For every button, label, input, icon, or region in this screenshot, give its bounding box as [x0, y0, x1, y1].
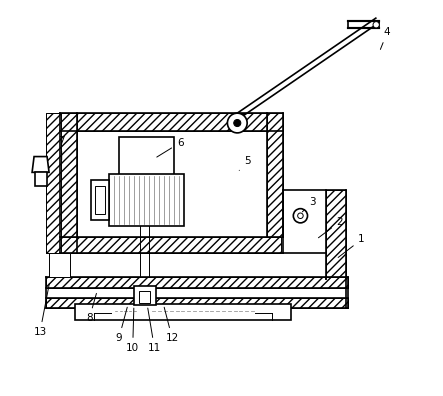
Circle shape [298, 213, 303, 219]
Bar [46, 298, 348, 308]
Bar [46, 113, 62, 253]
Bar [267, 113, 283, 238]
Text: 12: 12 [164, 307, 179, 343]
Bar [119, 137, 174, 176]
Bar [326, 190, 346, 279]
Bar [35, 172, 47, 186]
Bar [49, 253, 70, 277]
Circle shape [227, 113, 247, 133]
Text: 2: 2 [319, 217, 343, 238]
Bar [60, 113, 281, 131]
Text: 7: 7 [58, 136, 65, 160]
Text: 1: 1 [338, 234, 365, 257]
Text: 13: 13 [33, 284, 49, 337]
Circle shape [293, 209, 307, 223]
Bar [95, 186, 105, 214]
Text: 4: 4 [381, 27, 391, 50]
Bar [109, 174, 184, 226]
Text: 5: 5 [239, 156, 250, 170]
Text: 11: 11 [148, 308, 161, 353]
Polygon shape [32, 156, 49, 172]
Bar [75, 304, 291, 320]
Bar [46, 113, 61, 253]
Bar [60, 238, 281, 253]
Bar [60, 113, 78, 253]
Circle shape [234, 120, 241, 127]
Circle shape [373, 22, 379, 28]
Bar [133, 286, 155, 305]
Text: 6: 6 [157, 138, 183, 157]
Text: 10: 10 [126, 308, 139, 353]
Bar [91, 180, 109, 220]
Bar [139, 291, 150, 303]
Text: 3: 3 [303, 197, 315, 212]
Text: 8: 8 [86, 293, 97, 324]
Text: 9: 9 [116, 307, 127, 343]
Bar [46, 277, 348, 288]
